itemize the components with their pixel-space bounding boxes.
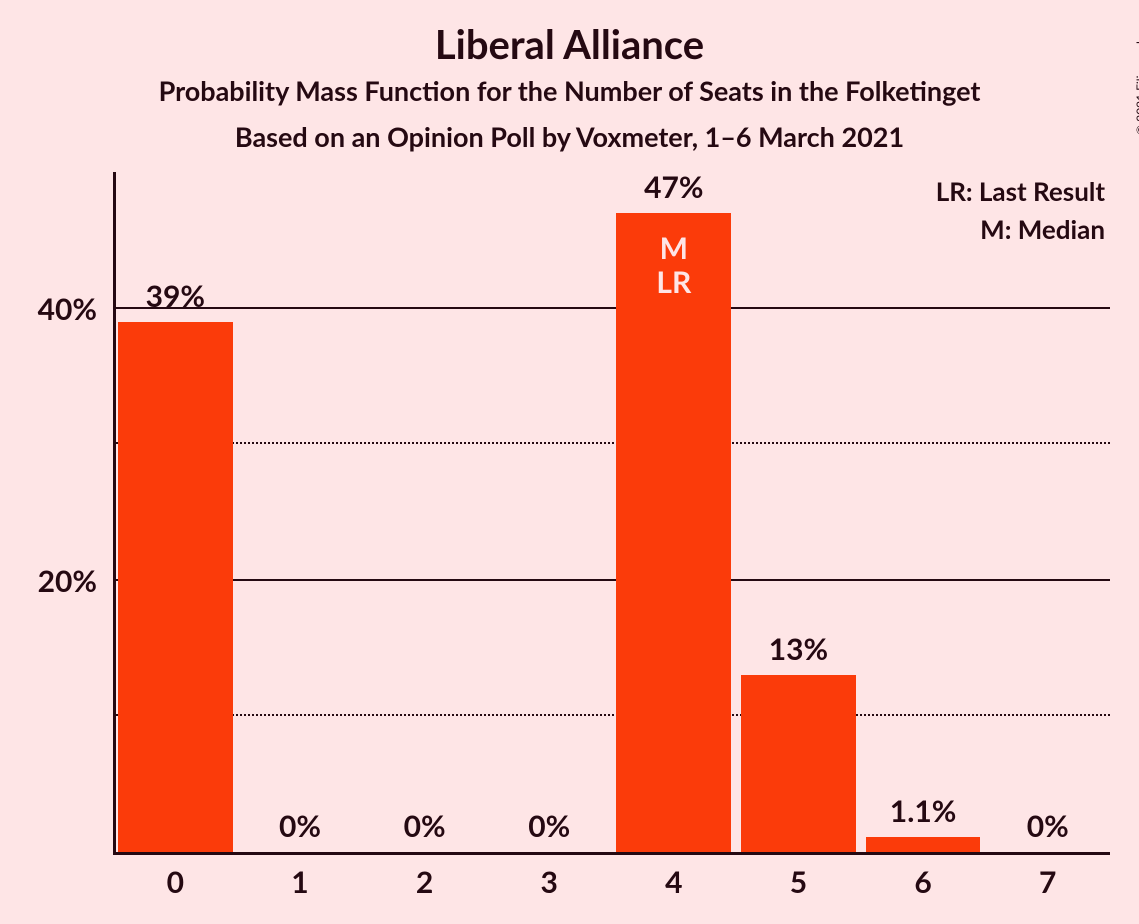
grid-minor bbox=[113, 442, 1110, 444]
x-tick-label: 2 bbox=[362, 864, 487, 900]
bar-value-label: 0% bbox=[362, 808, 487, 844]
chart-subtitle-2: Based on an Opinion Poll by Voxmeter, 1–… bbox=[0, 120, 1139, 153]
x-tick-label: 7 bbox=[985, 864, 1110, 900]
bar: MLR bbox=[616, 213, 731, 852]
bar bbox=[741, 675, 856, 852]
bar-value-label: 0% bbox=[238, 808, 363, 844]
x-tick-label: 1 bbox=[238, 864, 363, 900]
x-tick-label: 5 bbox=[736, 864, 861, 900]
x-tick-label: 6 bbox=[861, 864, 986, 900]
chart-subtitle-1: Probability Mass Function for the Number… bbox=[0, 74, 1139, 107]
in-bar-annotation: MLR bbox=[616, 231, 731, 300]
chart-canvas: © 2021 Filip van Laenen Liberal Alliance… bbox=[0, 0, 1139, 924]
x-tick-label: 0 bbox=[113, 864, 238, 900]
grid-major bbox=[113, 307, 1110, 309]
x-axis bbox=[113, 852, 1110, 855]
bar-value-label: 39% bbox=[113, 278, 238, 314]
plot-area: 20%40%39%00%10%20%3MLR47%413%51.1%60%7 bbox=[113, 172, 1110, 852]
bar bbox=[118, 322, 233, 852]
x-tick-label: 3 bbox=[487, 864, 612, 900]
grid-minor bbox=[113, 714, 1110, 716]
bar bbox=[866, 837, 981, 852]
y-axis bbox=[113, 172, 116, 852]
bar-value-label: 1.1% bbox=[861, 793, 986, 829]
grid-major bbox=[113, 579, 1110, 581]
bar-value-label: 47% bbox=[612, 169, 737, 205]
chart-title: Liberal Alliance bbox=[0, 20, 1139, 68]
y-tick-label: 40% bbox=[2, 291, 97, 327]
bar-value-label: 0% bbox=[487, 808, 612, 844]
y-tick-label: 20% bbox=[2, 563, 97, 599]
x-tick-label: 4 bbox=[612, 864, 737, 900]
bar-value-label: 13% bbox=[736, 631, 861, 667]
bar-value-label: 0% bbox=[985, 808, 1110, 844]
